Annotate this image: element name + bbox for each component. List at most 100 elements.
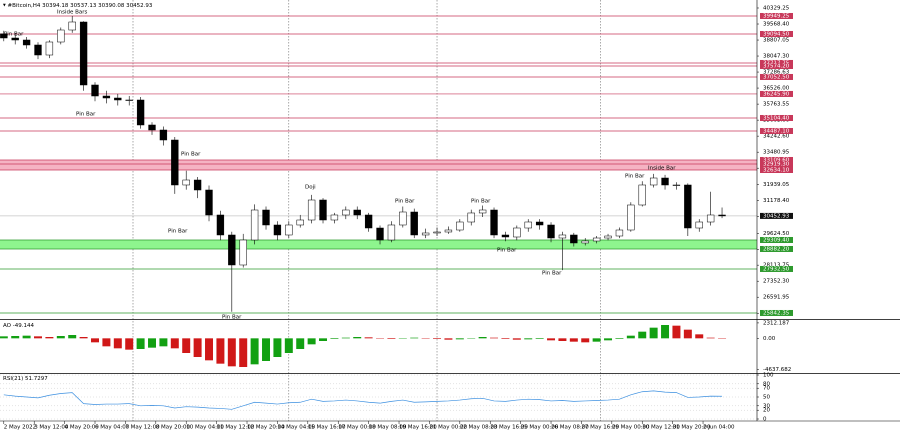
ao-bar [581, 338, 589, 342]
candle-body [627, 205, 634, 230]
ao-bar [182, 338, 190, 353]
candle-body [559, 235, 566, 238]
ao-bar [342, 338, 350, 339]
candle-body [217, 215, 224, 235]
candle-body [536, 222, 543, 225]
y-tick-label: 29624.50 [763, 231, 790, 237]
candle-body [114, 98, 121, 100]
ao-bar [262, 338, 270, 361]
ao-bar [91, 338, 99, 342]
y-tick-label: 27352.30 [763, 279, 790, 285]
low-value: 30390.08 [98, 3, 125, 9]
candle-body [605, 236, 612, 238]
level-label: 39949.25 [763, 13, 790, 19]
ao-bar [273, 338, 281, 357]
ao-bar [125, 338, 133, 349]
ao-bar [159, 338, 167, 346]
ao-bar [410, 338, 418, 339]
candle-body [137, 100, 144, 125]
candle-body [171, 140, 178, 185]
ao-bar [695, 334, 703, 338]
y-tick-label: 0.00 [763, 336, 776, 342]
candle-body [228, 235, 235, 265]
candle-body [513, 228, 520, 237]
candle-body [251, 210, 258, 240]
candle-body [502, 235, 509, 237]
candle-body [183, 180, 190, 185]
ao-bar [547, 338, 555, 340]
ao-bar [604, 338, 612, 340]
high-value: 30537.13 [70, 3, 97, 9]
candle-body [342, 210, 349, 215]
level-label: 35104.40 [763, 115, 790, 121]
x-tick-label: 2 Jun 04:00 [703, 425, 735, 431]
annotation: Doji [305, 185, 316, 191]
level-label: 34487.10 [763, 128, 790, 134]
candle-body [468, 213, 475, 222]
y-tick-label: 39568.40 [763, 22, 790, 28]
candle-body [422, 233, 429, 235]
candle-body [684, 185, 691, 228]
candle-body [240, 240, 247, 265]
indicator-name: AO [3, 323, 12, 329]
ao-bar [387, 338, 395, 339]
symbol: #Bitcoin,H4 [8, 3, 41, 9]
candle-body [707, 215, 714, 222]
candle-body [331, 215, 338, 220]
candle-body [103, 96, 110, 98]
ao-bar [285, 338, 293, 353]
candle-body [35, 45, 42, 55]
ao-bar [615, 338, 623, 339]
ao-bar [593, 338, 601, 341]
ao-bar [45, 337, 53, 338]
y-tick-label: 26591.95 [763, 295, 790, 301]
close-value: 30452.93 [126, 3, 153, 9]
level-label: 37574.20 [763, 63, 790, 69]
candle-body [354, 210, 361, 215]
y-tick-label: 0 [763, 417, 767, 423]
ao-bar [638, 332, 646, 339]
level-label: 27932.50 [763, 266, 790, 272]
candle-body [445, 230, 452, 232]
candle-body [57, 30, 64, 42]
annotation: Pin Bar [542, 271, 562, 277]
candle-body [308, 200, 315, 220]
annotation: Pin Bar [4, 32, 24, 38]
candle-body [160, 130, 167, 140]
level-label: 29309.40 [763, 237, 790, 243]
candle-body [582, 241, 589, 243]
ao-bar [205, 338, 213, 360]
y-tick-label: 2312.187 [763, 320, 790, 326]
ao-bar [308, 338, 316, 344]
ao-bar [490, 338, 498, 339]
ao-bar [684, 330, 692, 339]
candle-body [206, 190, 213, 215]
ao-bar [353, 337, 361, 338]
candle-body [69, 22, 76, 30]
ao-bar [11, 336, 19, 338]
candle-body [12, 38, 19, 40]
ao-bar [239, 338, 247, 367]
y-tick-label: 31178.40 [763, 198, 790, 204]
ao-bar [558, 338, 566, 341]
candle-body [593, 238, 600, 241]
candle-body [570, 235, 577, 243]
ao-bar [137, 338, 145, 349]
candle-body [149, 125, 156, 130]
ao-bar [672, 326, 680, 339]
annotation: Pin Bar [625, 174, 645, 180]
ao-bar [433, 338, 441, 339]
candle-body [639, 185, 646, 205]
annotation: Pin Bar [168, 229, 188, 235]
annotation: Pin Bar [395, 199, 415, 205]
zone [0, 160, 757, 170]
candle-body [525, 222, 532, 228]
y-tick-label: 34242.60 [763, 134, 790, 140]
candle-body [696, 222, 703, 228]
annotation: Pin Bar [497, 248, 517, 254]
y-tick-label: 20 [763, 408, 770, 414]
ao-bar [536, 338, 544, 339]
candle-body [80, 22, 87, 85]
indicator-value: 51.7297 [25, 376, 48, 382]
candle-body [479, 210, 486, 213]
